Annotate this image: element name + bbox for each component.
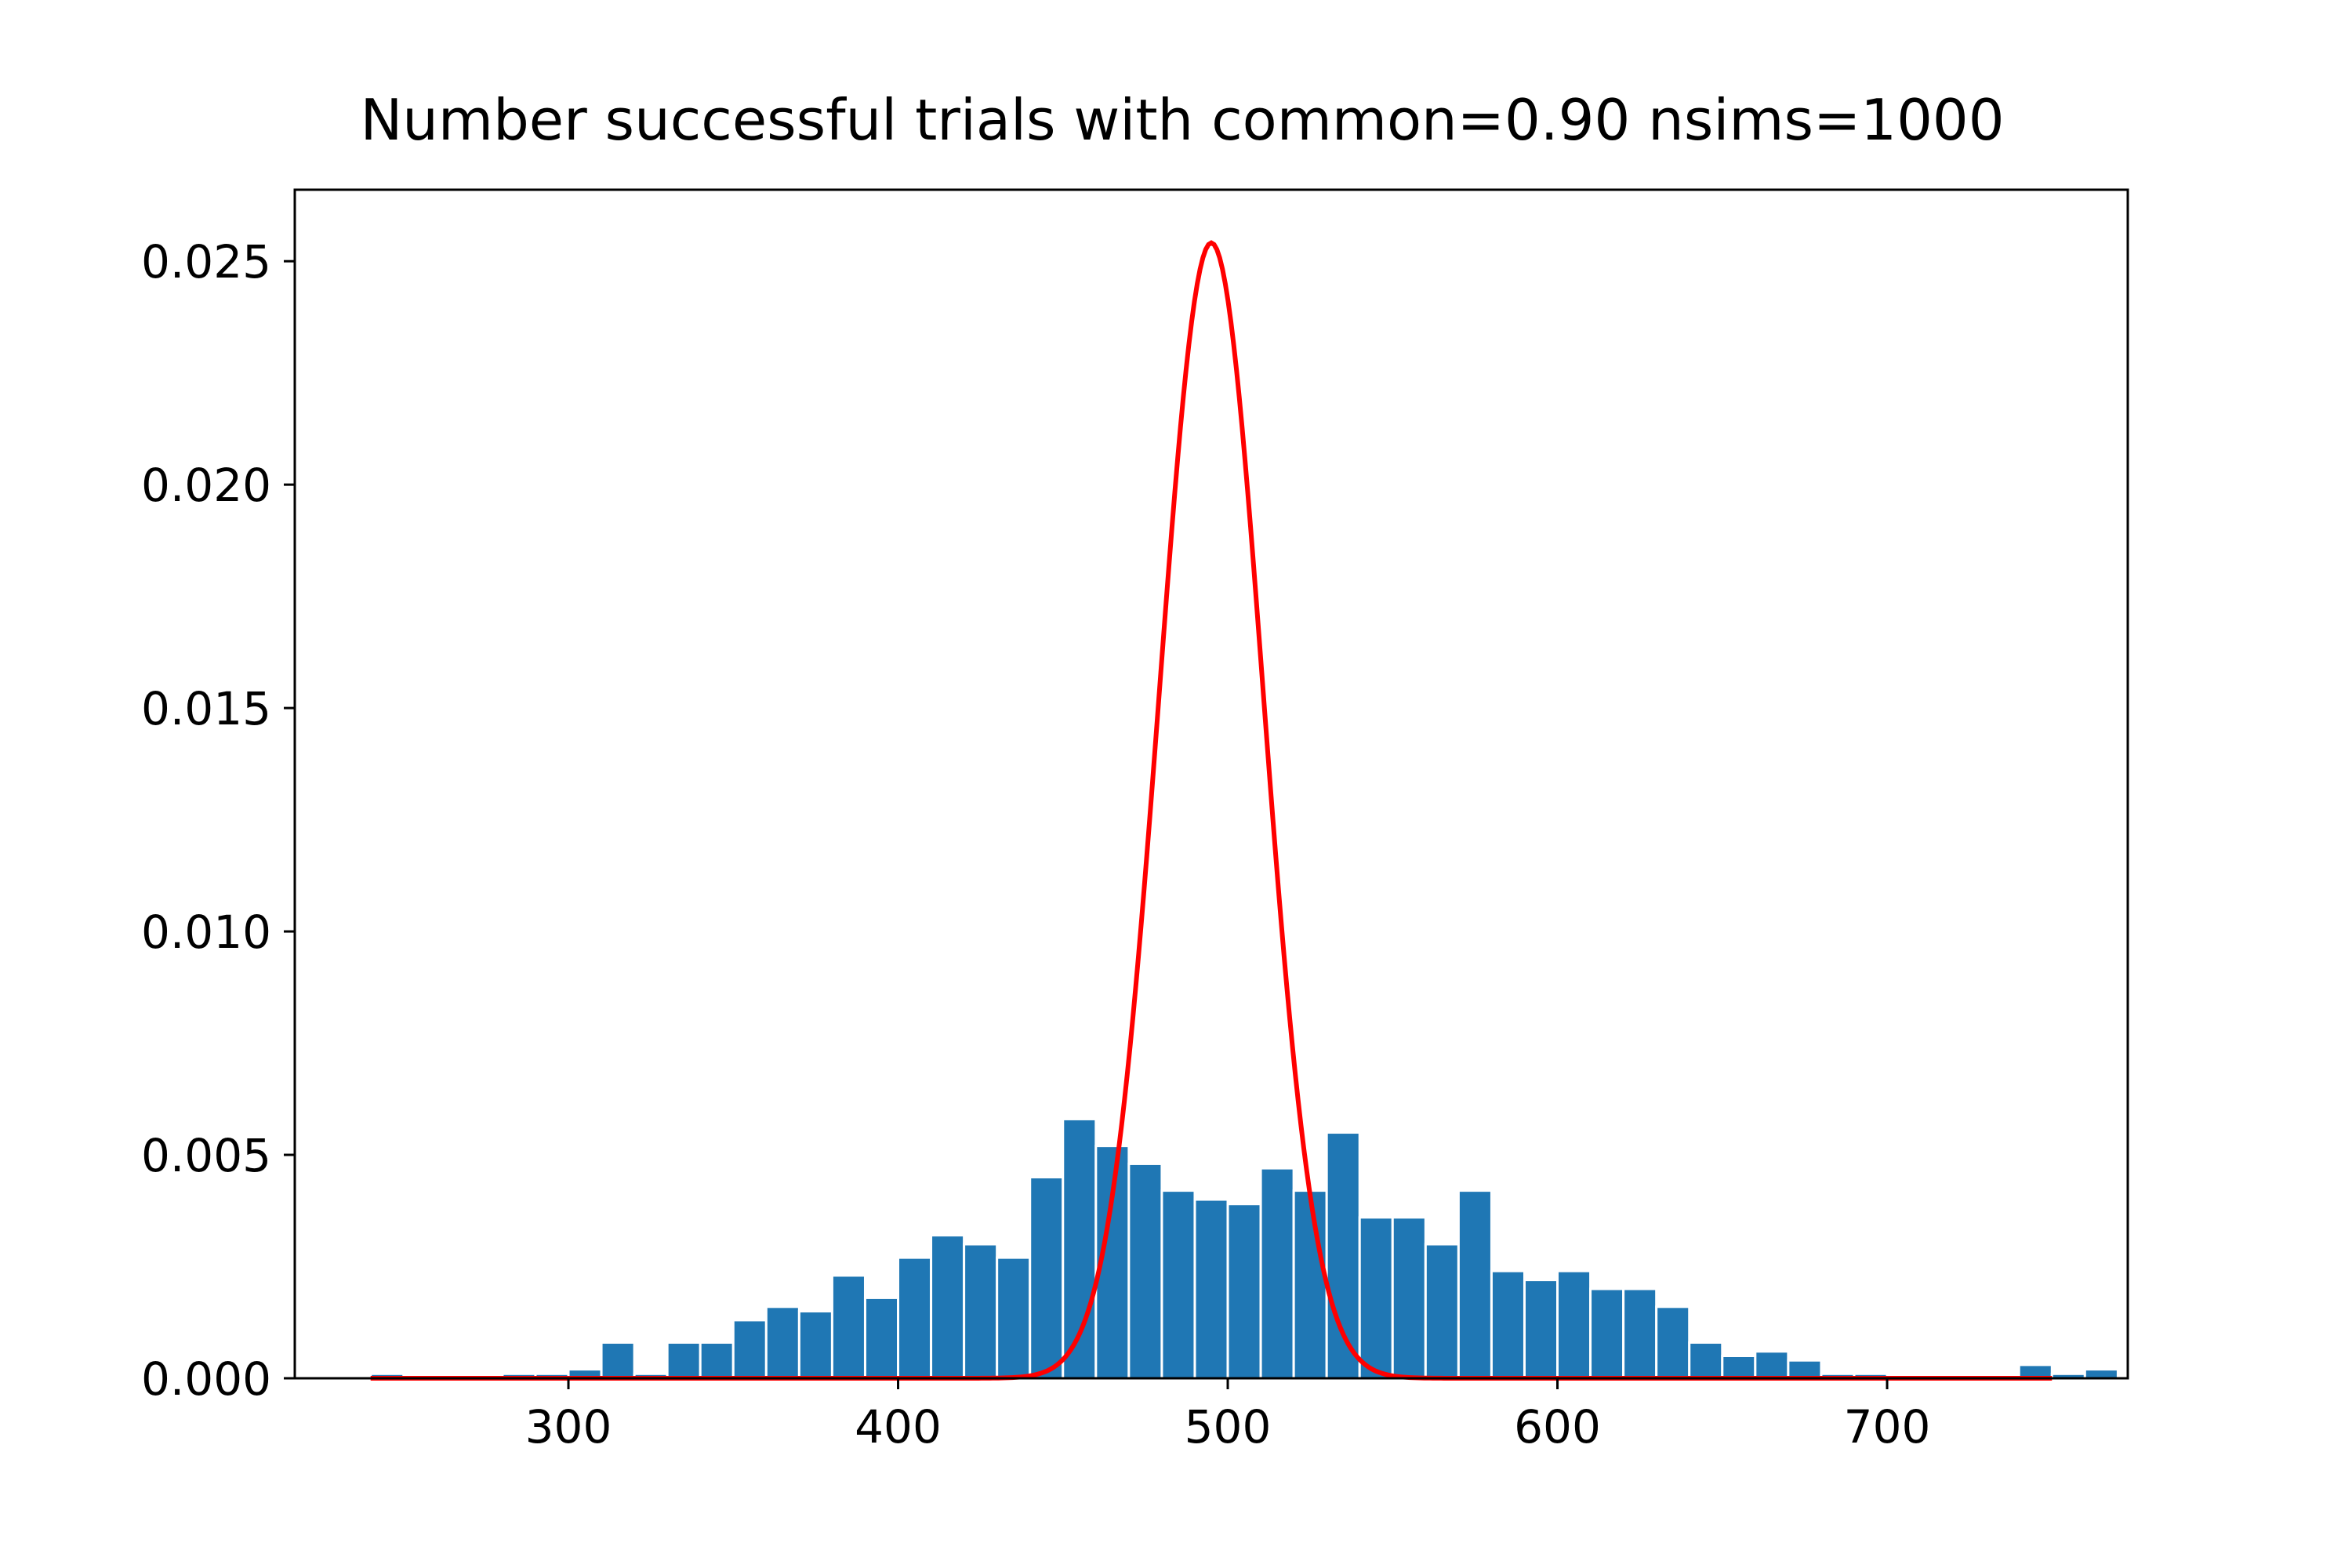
histogram-bar [1622, 1287, 1658, 1380]
histogram-bar [1457, 1189, 1493, 1380]
histogram-bar [1259, 1167, 1295, 1380]
histogram-bar [1523, 1279, 1559, 1380]
histogram-bar [897, 1256, 933, 1380]
chart-title: Number successful trials with common=0.9… [360, 87, 2004, 153]
histogram-bar [764, 1305, 800, 1380]
x-tick-label: 700 [1844, 1400, 1931, 1454]
y-tick-label: 0.020 [141, 459, 271, 512]
x-tick-label: 400 [855, 1400, 942, 1454]
histogram-bar [1688, 1341, 1724, 1380]
histogram-bar [1391, 1216, 1427, 1380]
histogram-bar [731, 1319, 768, 1380]
plot-frame [293, 188, 2129, 1380]
x-tick-label: 500 [1185, 1400, 1272, 1454]
x-tick-label: 600 [1514, 1400, 1601, 1454]
y-axis: 0.000 0.005 0.010 0.015 0.020 0.025 [141, 235, 295, 1406]
histogram-bar [1226, 1203, 1262, 1380]
histogram-bar [1358, 1216, 1394, 1380]
histogram-bar [1160, 1189, 1196, 1380]
y-tick-label: 0.010 [141, 906, 271, 959]
histogram-bar [600, 1341, 636, 1380]
histogram-bar [1721, 1355, 1757, 1380]
histogram-bar [797, 1310, 833, 1380]
y-tick-label: 0.005 [141, 1129, 271, 1182]
histogram-bars [369, 1117, 2119, 1380]
histogram-bar [996, 1256, 1032, 1380]
histogram-bar [1490, 1269, 1526, 1380]
y-tick-label: 0.025 [141, 235, 271, 289]
histogram-bar [1325, 1131, 1361, 1380]
histogram-bar [930, 1234, 966, 1380]
histogram-bar [666, 1341, 702, 1380]
histogram-bar [1754, 1350, 1790, 1380]
histogram-bar [963, 1243, 999, 1380]
histogram-bar [863, 1296, 900, 1380]
histogram-bar [1127, 1162, 1163, 1380]
y-tick-label: 0.015 [141, 682, 271, 735]
x-tick-label: 300 [525, 1400, 612, 1454]
histogram-bar [1556, 1269, 1592, 1380]
histogram-bar [1292, 1189, 1328, 1380]
x-axis: 300 400 500 600 700 [525, 1378, 1931, 1454]
histogram-bar [699, 1341, 735, 1380]
histogram-bar [2083, 1368, 2119, 1380]
histogram-bar [1424, 1243, 1460, 1380]
histogram-bar [1787, 1359, 1823, 1380]
histogram-bar [1193, 1198, 1229, 1380]
histogram-bar [1655, 1305, 1691, 1380]
histogram-bar [1029, 1176, 1065, 1380]
y-tick-label: 0.000 [141, 1352, 271, 1406]
histogram-bar [1589, 1287, 1625, 1380]
histogram-bar [830, 1274, 866, 1380]
plot-area-background [295, 190, 2128, 1378]
